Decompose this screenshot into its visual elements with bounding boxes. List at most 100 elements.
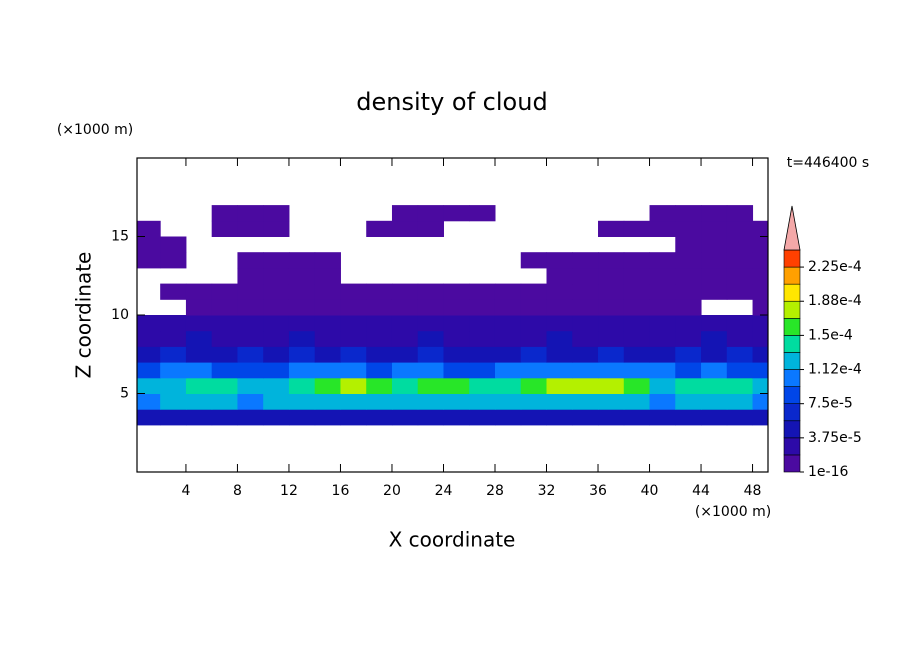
density-cell (469, 346, 496, 363)
density-cell (263, 409, 290, 426)
density-cell (520, 377, 548, 394)
density-cell (185, 346, 213, 363)
density-cell (649, 409, 676, 426)
density-cell (288, 252, 316, 269)
density-cell (288, 267, 316, 285)
density-cell (443, 393, 470, 410)
density-cell (391, 299, 419, 316)
density-cell (649, 299, 676, 316)
colorbar-box (783, 335, 801, 353)
density-cell (237, 346, 264, 363)
density-cell (469, 205, 496, 222)
density-cell (675, 299, 702, 316)
density-cell (211, 409, 238, 426)
density-cell (211, 330, 238, 347)
density-cell (726, 283, 754, 300)
density-cell (675, 362, 702, 379)
x-tick-label: 32 (538, 483, 556, 499)
density-cell (701, 315, 728, 332)
colorbar-box (783, 437, 801, 456)
x-tick-label: 44 (692, 483, 710, 499)
density-cell (443, 409, 470, 426)
density-cell (546, 283, 573, 300)
density-cell (237, 362, 264, 379)
density-cell (211, 362, 238, 379)
density-cell (726, 220, 754, 237)
density-cell (443, 283, 470, 300)
density-cell (263, 220, 290, 237)
density-cell (417, 220, 444, 237)
density-cell (314, 393, 341, 410)
density-cell (752, 283, 768, 300)
density-cell (520, 362, 548, 379)
density-cell (160, 315, 187, 332)
density-cell (649, 346, 676, 363)
density-cell (701, 236, 728, 253)
density-cell (752, 409, 768, 426)
density-cell (701, 220, 728, 237)
density-cell (752, 299, 768, 316)
density-cell (288, 346, 316, 363)
density-cell (598, 330, 625, 347)
density-cell (137, 362, 161, 379)
density-cell (160, 252, 187, 269)
density-cell (726, 267, 754, 285)
density-cell (494, 315, 522, 332)
density-cell (572, 409, 599, 426)
density-cell (314, 299, 341, 316)
x-tick-label: 4 (181, 483, 190, 499)
density-cell (417, 330, 444, 347)
density-cell (469, 330, 496, 347)
x-tick-label: 12 (280, 483, 298, 499)
density-cell (546, 252, 573, 269)
density-cell (443, 315, 470, 332)
x-tick-label: 16 (332, 483, 350, 499)
density-cell (572, 362, 599, 379)
density-cell (288, 330, 316, 347)
density-cell (137, 330, 161, 347)
density-cell (314, 346, 341, 363)
density-cell (649, 362, 676, 379)
density-cell (417, 393, 444, 410)
density-cell (417, 205, 444, 222)
density-cell (137, 409, 161, 426)
density-cell (752, 362, 768, 379)
density-cell (752, 236, 768, 253)
density-cell (675, 330, 702, 347)
density-cell (211, 377, 238, 394)
density-cell (649, 220, 676, 237)
density-cell (160, 346, 187, 363)
density-cell (546, 299, 573, 316)
density-cell (137, 346, 161, 363)
density-cell (546, 377, 573, 394)
density-cell (649, 205, 676, 222)
density-cell (726, 236, 754, 253)
density-cell (546, 393, 573, 410)
density-cell (366, 220, 393, 237)
density-cell (546, 362, 573, 379)
density-cell (701, 377, 728, 394)
density-cell (701, 330, 728, 347)
density-cell (137, 393, 161, 410)
density-cell (701, 362, 728, 379)
colorbar-label: 7.5e-5 (808, 396, 853, 412)
density-cell (701, 409, 728, 426)
density-cell (675, 409, 702, 426)
density-cell (263, 346, 290, 363)
density-cell (572, 267, 599, 285)
density-cell (160, 330, 187, 347)
density-cell (752, 315, 768, 332)
colorbar-box (783, 283, 801, 302)
density-cell (726, 315, 754, 332)
y-tick-label: 5 (120, 386, 129, 402)
density-cell (443, 330, 470, 347)
density-cell (572, 252, 599, 269)
density-cell (340, 393, 367, 410)
density-cell (469, 299, 496, 316)
x-unit: (×1000 m) (695, 504, 771, 520)
density-cell (443, 377, 470, 394)
colorbar-box (783, 403, 801, 422)
density-cell (160, 283, 187, 300)
density-cell (211, 299, 238, 316)
colorbar-label: 1e-16 (808, 464, 848, 480)
